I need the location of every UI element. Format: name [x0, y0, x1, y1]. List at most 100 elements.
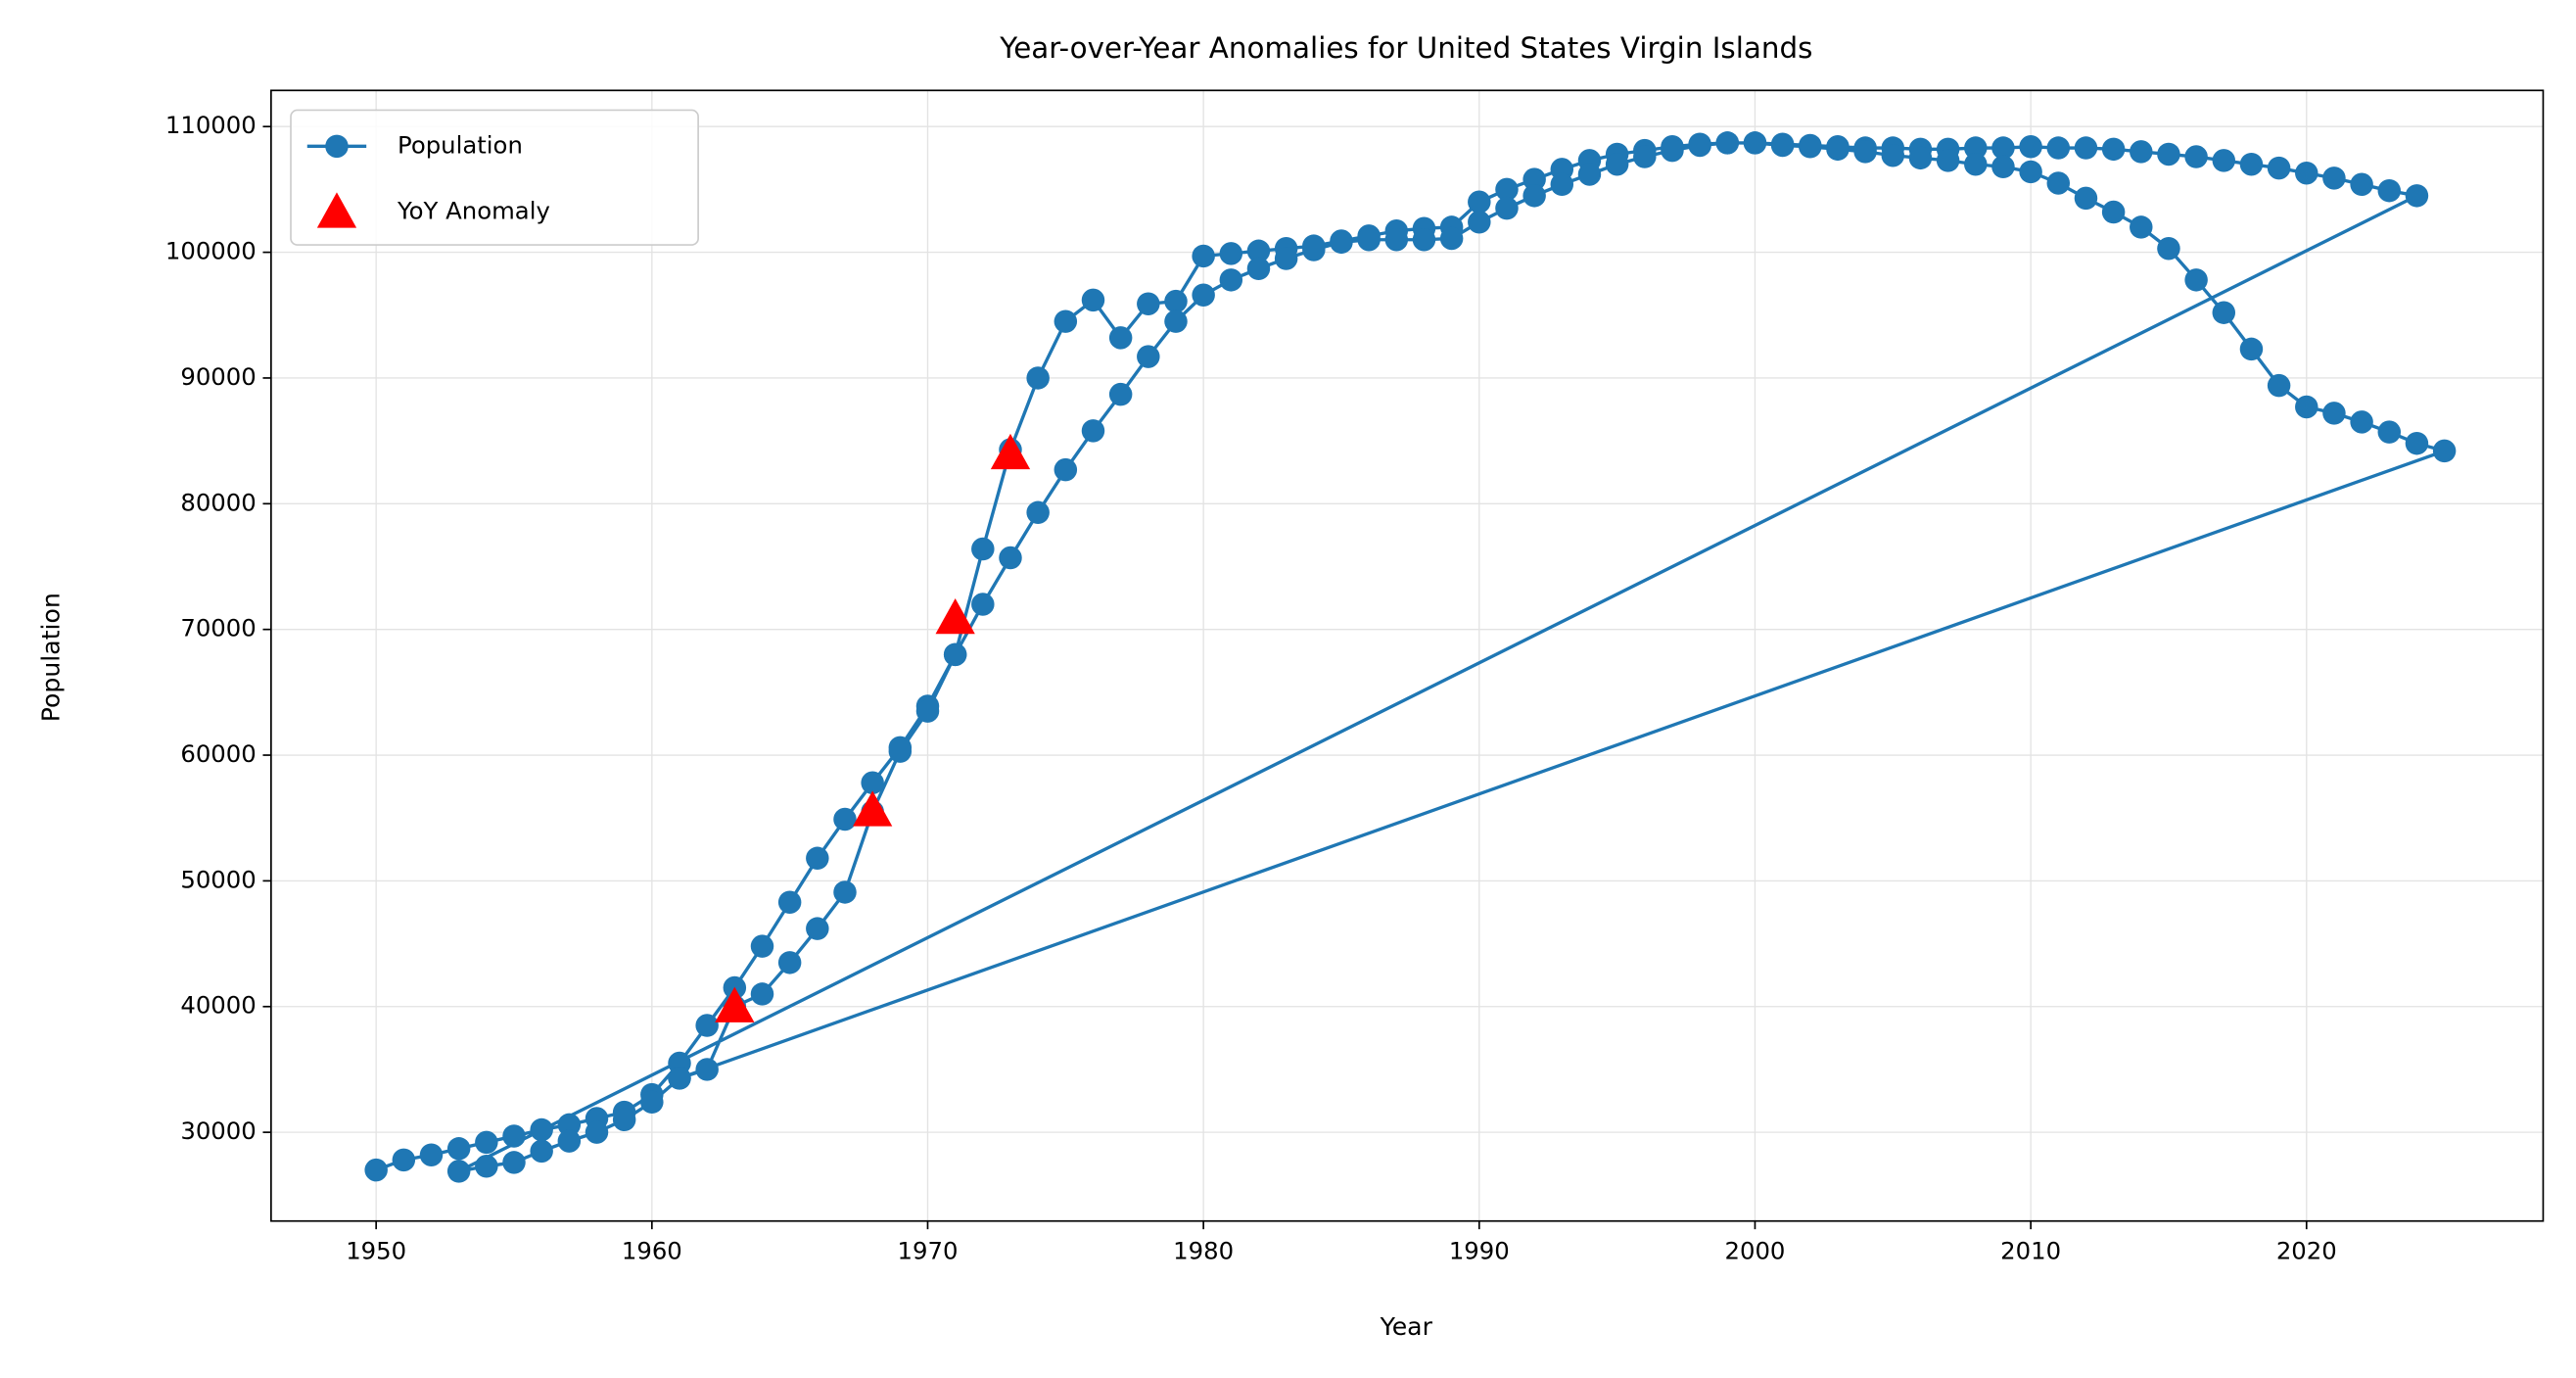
legend-marker — [325, 134, 349, 159]
point — [2184, 145, 2208, 168]
point — [1468, 190, 1491, 214]
point — [1936, 149, 1960, 172]
point — [2101, 137, 2126, 162]
point — [1219, 242, 1243, 265]
point — [1081, 419, 1105, 443]
point — [2295, 161, 2318, 185]
x-tick-label: 2000 — [1725, 1237, 1786, 1265]
point — [1192, 283, 1215, 307]
point — [806, 846, 829, 871]
point — [2130, 140, 2153, 164]
point — [1633, 145, 1657, 168]
point — [2074, 186, 2098, 211]
point — [943, 642, 967, 667]
point — [392, 1148, 416, 1172]
point — [502, 1151, 526, 1174]
point — [1274, 247, 1298, 270]
point — [695, 1014, 719, 1037]
series-line — [375, 141, 2451, 1173]
point — [2074, 136, 2098, 160]
point — [1799, 135, 1822, 159]
point — [364, 1158, 388, 1182]
point — [695, 1058, 719, 1081]
point — [1853, 140, 1877, 164]
point — [2212, 301, 2236, 324]
point — [2101, 200, 2126, 224]
point — [1330, 230, 1353, 255]
point — [1688, 133, 1711, 158]
point — [1964, 136, 1988, 160]
point — [915, 699, 940, 723]
point — [2322, 166, 2346, 190]
point — [833, 807, 857, 832]
x-tick-label: 1950 — [346, 1237, 406, 1265]
x-tick-label: 1960 — [622, 1237, 682, 1265]
point — [475, 1155, 498, 1178]
point — [530, 1117, 553, 1142]
point — [1246, 257, 1271, 281]
y-tick-label: 100000 — [165, 237, 257, 265]
point — [1991, 155, 2015, 179]
point — [446, 1160, 471, 1183]
y-tick-label: 40000 — [180, 991, 256, 1020]
point — [475, 1130, 498, 1155]
point — [1026, 500, 1050, 525]
point — [2405, 184, 2429, 208]
point — [2350, 172, 2373, 197]
legend-marker — [316, 192, 357, 228]
point — [806, 917, 829, 940]
point — [2019, 135, 2042, 159]
point — [612, 1108, 636, 1132]
y-tick-label: 80000 — [180, 488, 256, 516]
point — [777, 890, 802, 914]
point — [1439, 226, 1464, 251]
point — [1026, 366, 1050, 390]
point — [1054, 309, 1078, 333]
point — [446, 1137, 471, 1161]
point — [1495, 196, 1519, 220]
y-tick-label: 70000 — [180, 614, 256, 642]
anomaly-marker — [853, 790, 893, 827]
x-tick-label: 2020 — [2276, 1237, 2337, 1265]
point — [1384, 228, 1409, 252]
point — [1192, 244, 1215, 268]
point — [750, 934, 774, 958]
anomaly-marker — [935, 597, 975, 635]
point — [2405, 431, 2429, 455]
point — [1108, 326, 1133, 350]
point — [750, 982, 774, 1006]
point — [1826, 137, 1850, 162]
point — [971, 537, 995, 561]
point — [1522, 184, 1546, 208]
grid — [270, 90, 2544, 1221]
legend-label: Population — [398, 130, 523, 159]
point — [1964, 152, 1988, 176]
point — [1137, 292, 1160, 315]
point — [1108, 382, 1133, 406]
plot-area — [364, 131, 2457, 1183]
point — [1357, 228, 1381, 252]
point — [888, 739, 913, 763]
y-tick-label: 60000 — [180, 739, 256, 768]
point — [2295, 395, 2318, 419]
x-tick-label: 1990 — [1449, 1237, 1510, 1265]
point — [999, 546, 1022, 570]
point — [2432, 439, 2457, 463]
y-tick-label: 50000 — [180, 865, 256, 893]
point — [2267, 156, 2291, 180]
point — [2046, 171, 2071, 195]
x-tick-label: 1980 — [1173, 1237, 1234, 1265]
point — [833, 880, 857, 904]
point — [1054, 457, 1078, 482]
point — [2377, 420, 2402, 444]
x-axis-label: Year — [1380, 1312, 1433, 1341]
x-tick-label: 1970 — [898, 1237, 959, 1265]
point — [2212, 149, 2236, 172]
point — [1246, 239, 1271, 263]
point — [419, 1143, 444, 1166]
y-axis-label: Population — [37, 593, 66, 722]
point — [1881, 144, 1905, 167]
axes-frame — [270, 89, 2545, 1222]
